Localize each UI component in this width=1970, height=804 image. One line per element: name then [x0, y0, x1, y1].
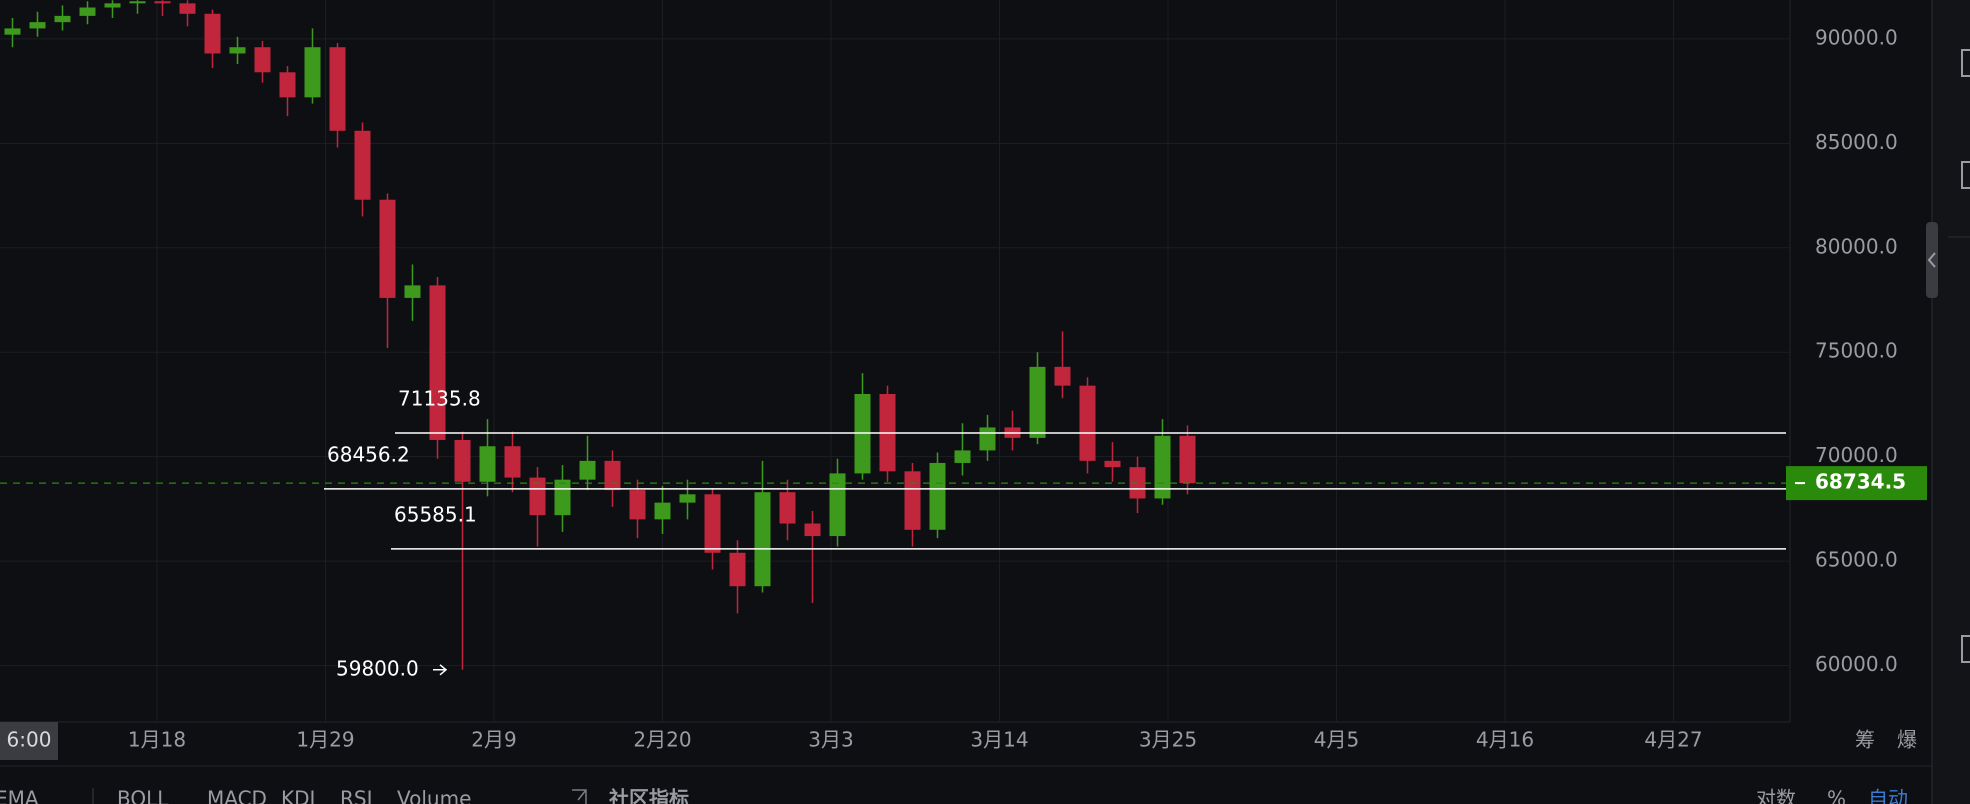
low-annotation-arrow — [433, 664, 448, 676]
toolbar-right-label[interactable]: 爆 — [1897, 728, 1917, 752]
x-tick-label: 3月25 — [1139, 728, 1197, 752]
x-tick-label: 3月3 — [808, 728, 853, 752]
candle-body — [29, 22, 46, 29]
side-panel — [1932, 0, 1970, 804]
candle-body — [129, 1, 146, 4]
level-label: 71135.8 — [398, 386, 481, 410]
y-tick-label: 65000.0 — [1815, 548, 1898, 572]
last-price-box — [1786, 466, 1927, 501]
candle-body — [604, 460, 621, 491]
panel-toggle[interactable] — [1926, 222, 1938, 298]
candle-body — [404, 285, 421, 298]
candle-body — [154, 1, 171, 4]
y-tick-label: 60000.0 — [1815, 652, 1898, 676]
x-tick-label: 2月9 — [471, 728, 516, 752]
x-tick-label: 1月18 — [128, 728, 186, 752]
candle-body — [229, 47, 246, 54]
y-tick-label: 80000.0 — [1815, 234, 1898, 258]
candle-body — [704, 494, 721, 553]
candle-body — [804, 523, 821, 537]
side-icon[interactable] — [1961, 49, 1970, 77]
toolbar-right-label[interactable]: 筹 — [1855, 728, 1875, 752]
candle-body — [1179, 435, 1196, 484]
candle-body — [929, 462, 946, 530]
edit-icon — [572, 789, 587, 804]
candle-body — [79, 7, 96, 16]
candle-body — [204, 13, 221, 54]
candle-body — [179, 3, 196, 14]
candle-body — [529, 477, 546, 516]
time-cursor-box — [0, 722, 58, 760]
community-indicators[interactable]: 社区指标 — [608, 787, 689, 804]
low-annotation: 59800.0 — [336, 656, 419, 680]
candle-body — [454, 439, 471, 482]
x-tick-label: 4月5 — [1314, 728, 1359, 752]
x-tick-label: 1月29 — [296, 728, 354, 752]
y-tick-label: 75000.0 — [1815, 339, 1898, 363]
x-tick-label: 4月16 — [1476, 728, 1534, 752]
side-icon[interactable] — [1961, 635, 1970, 663]
candle-body — [954, 450, 971, 463]
candle-body — [1079, 385, 1096, 461]
candle-body — [354, 130, 371, 200]
scale-option[interactable]: % — [1827, 787, 1846, 804]
candle-body — [1054, 366, 1071, 386]
candle-body — [654, 502, 671, 520]
candle-body — [479, 446, 496, 482]
candle-body — [554, 479, 571, 516]
candle-body — [329, 47, 346, 131]
level-label: 68456.2 — [327, 442, 410, 466]
x-tick-label: 3月14 — [970, 728, 1028, 752]
candle-body — [304, 47, 321, 98]
candle-body — [429, 285, 446, 440]
candle-body — [1029, 366, 1046, 438]
candle-body — [379, 199, 396, 298]
indicator-tab[interactable]: EMA — [0, 787, 39, 804]
candle-body — [679, 494, 696, 503]
candle-body — [54, 15, 71, 23]
indicator-tab[interactable]: KDJ — [281, 787, 315, 804]
level-label: 65585.1 — [394, 502, 477, 526]
scale-option[interactable]: 对数 — [1756, 787, 1796, 804]
candle-body — [629, 490, 646, 520]
candle-body — [104, 3, 121, 8]
candle-body — [579, 460, 596, 480]
indicator-tab[interactable]: MACD — [207, 787, 267, 804]
scale-option[interactable]: 自动 — [1868, 787, 1908, 804]
last-price-label: 68734.5 — [1815, 470, 1906, 494]
candle-body — [254, 47, 271, 73]
candle-body — [979, 427, 996, 451]
candle-body — [4, 28, 21, 35]
indicator-tab[interactable]: RSI — [340, 787, 373, 804]
candle-body — [1104, 460, 1121, 468]
x-tick-label: 2月20 — [633, 728, 691, 752]
y-tick-label: 70000.0 — [1815, 443, 1898, 467]
y-tick-label: 90000.0 — [1815, 25, 1898, 49]
candle-body — [779, 492, 796, 524]
x-tick-label: 4月27 — [1644, 728, 1702, 752]
time-cursor-label: 6:00 — [7, 728, 52, 752]
indicator-tab[interactable]: Volume — [397, 787, 471, 804]
candle-body — [279, 72, 296, 98]
candle-body — [729, 552, 746, 587]
indicator-tab[interactable]: BOLL — [117, 787, 169, 804]
candle-body — [504, 446, 521, 478]
y-tick-label: 85000.0 — [1815, 130, 1898, 154]
candle-body — [754, 492, 771, 587]
side-icon[interactable] — [1961, 161, 1970, 189]
candle-body — [904, 471, 921, 530]
panel-toggle-arrow — [1927, 252, 1936, 268]
